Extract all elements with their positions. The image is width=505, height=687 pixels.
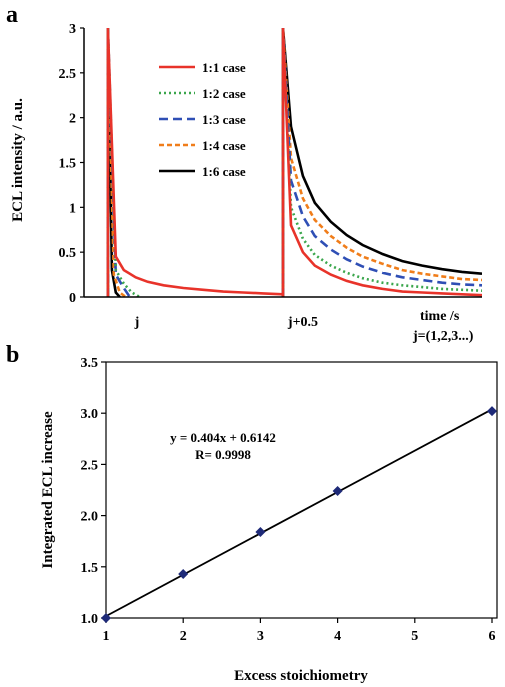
chart-a-y-axis-label: ECL intensity / a.u.	[10, 98, 26, 222]
chart-b-y-tick-label: 3.0	[81, 407, 99, 422]
legend-label: 1:3 case	[202, 112, 246, 127]
chart-a-y-ticks: 0 0.5 1 1.5 2 2.5 3	[59, 22, 84, 306]
chart-a-x-note: j=(1,2,3...)	[412, 329, 474, 344]
chart-b-x-tick-label: 1	[103, 629, 110, 644]
chart-b-data-point	[178, 568, 189, 579]
chart-a-y-tick-label: 1.5	[59, 157, 77, 172]
chart-b-x-tick-label: 2	[180, 629, 187, 644]
chart-b-y-tick-label: 2.0	[81, 510, 99, 525]
chart-b-x-tick-label: 6	[489, 629, 496, 644]
chart-a-series-line-1-1-case	[281, 28, 482, 297]
chart-a-plot-area	[106, 28, 482, 297]
chart-b-y-tick-label: 3.5	[81, 356, 99, 371]
chart-b: 1.0 1.5 2.0 2.5 3.0 3.5 1 2 3 4 5 6 y = 0.404x + 0…	[40, 356, 498, 684]
chart-a-series-line-1-2-case	[106, 28, 141, 297]
chart-b-x-ticks: 1 2 3 4 5 6	[103, 618, 496, 644]
legend-label: 1:2 case	[202, 86, 246, 101]
chart-a-series-line-1-3-case	[281, 28, 482, 297]
chart-a-x-axis-label: time /s	[420, 309, 460, 324]
chart-b-y-ticks: 1.0 1.5 2.0 2.5 3.0 3.5	[81, 356, 106, 627]
chart-b-x-tick-label: 3	[257, 629, 264, 644]
legend-label: 1:4 case	[202, 138, 246, 153]
chart-a: 0 0.5 1 1.5 2 2.5 3 j j+0.5 time /s j=(1,2,3..…	[10, 22, 482, 344]
chart-b-data-point	[101, 613, 111, 623]
panel-b-letter: b	[6, 342, 19, 368]
chart-a-x-tick-label: j	[134, 315, 140, 330]
chart-a-x-tick-label: j+0.5	[287, 315, 318, 330]
chart-b-data-point	[332, 486, 343, 497]
chart-a-series-line-1-2-case	[281, 28, 482, 297]
chart-b-x-tick-label: 4	[334, 629, 341, 644]
legend-label: 1:1 case	[202, 60, 246, 75]
chart-a-series-line-1-3-case	[106, 28, 131, 297]
chart-a-series-line-1-4-case	[281, 28, 482, 297]
chart-a-y-tick-label: 3	[69, 22, 76, 37]
chart-a-series-line-1-1-case	[106, 28, 284, 297]
chart-b-plot-area	[101, 406, 497, 623]
chart-b-data-point	[487, 406, 497, 417]
chart-b-y-axis-label: Integrated ECL increase	[40, 411, 56, 569]
chart-a-y-tick-label: 1	[69, 201, 76, 216]
chart-b-fit-line	[105, 408, 493, 617]
chart-a-series-line-1-6-case	[281, 28, 482, 297]
chart-b-y-tick-label: 1.0	[81, 612, 99, 627]
chart-b-data-point	[255, 526, 266, 537]
chart-a-y-tick-label: 2.5	[59, 67, 77, 82]
panel-a-letter: a	[6, 2, 18, 28]
chart-b-equation: y = 0.404x + 0.6142	[170, 430, 276, 445]
legend-label: 1:6 case	[202, 164, 246, 179]
chart-b-x-axis-label: Excess stoichiometry	[234, 668, 368, 684]
chart-a-y-tick-label: 0	[69, 291, 76, 306]
chart-b-y-tick-label: 2.5	[81, 458, 99, 473]
chart-b-frame	[105, 361, 498, 619]
chart-b-x-tick-label: 5	[411, 629, 418, 644]
chart-a-y-tick-label: 2	[69, 112, 76, 127]
chart-b-y-tick-label: 1.5	[81, 561, 99, 576]
chart-a-y-tick-label: 0.5	[59, 246, 77, 261]
chart-b-r-value: R= 0.9998	[195, 447, 251, 462]
chart-a-legend: 1:1 case 1:2 case 1:3 case 1:4 case 1:6 case	[159, 60, 246, 179]
